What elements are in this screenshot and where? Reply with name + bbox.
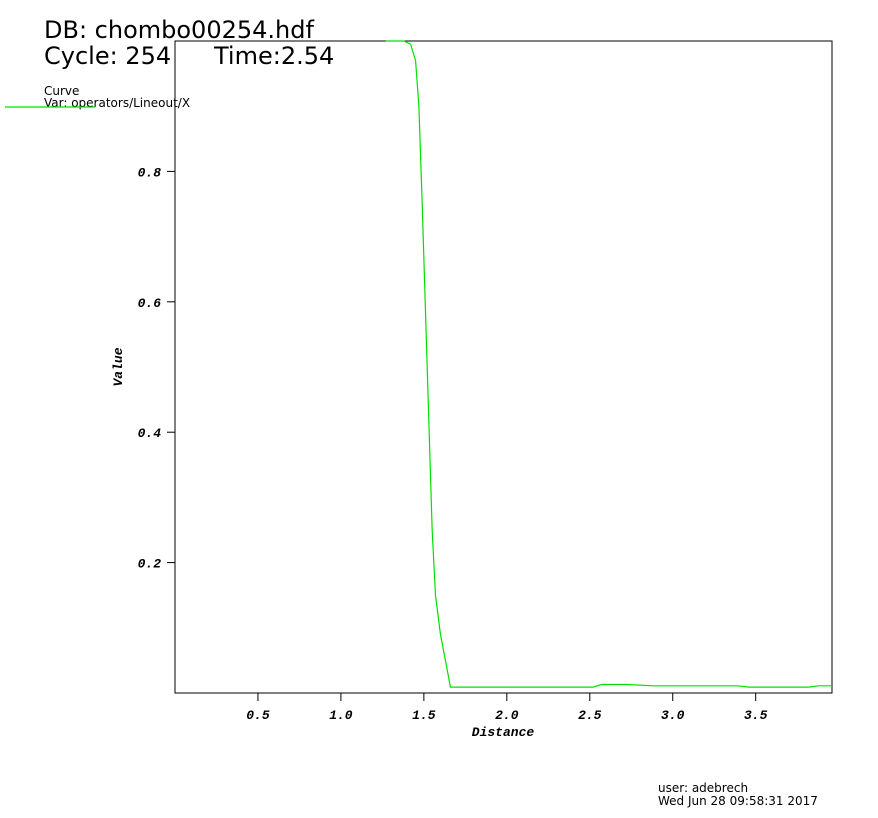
x-tick-label: 2.5 — [578, 708, 602, 723]
x-tick-label: 3.0 — [661, 708, 685, 723]
x-tick-label: 1.0 — [329, 708, 353, 723]
x-axis-title: Distance — [472, 725, 535, 740]
user-label: user: adebrech — [658, 781, 748, 795]
x-tick-label: 1.5 — [412, 708, 436, 723]
y-axis-title: Value — [111, 347, 126, 386]
x-tick-label: 0.5 — [246, 708, 270, 723]
legend-label: Var: operators/Lineout/X — [44, 96, 190, 110]
y-tick-label: 0.4 — [138, 426, 162, 441]
plot-frame — [174, 40, 833, 694]
y-tick-label: 0.8 — [138, 165, 162, 180]
date-label: Wed Jun 28 09:58:31 2017 — [658, 794, 818, 808]
data-line — [385, 40, 832, 688]
y-tick-label: 0.6 — [138, 296, 162, 311]
cycle-label: Cycle: 254 — [44, 42, 171, 70]
time-label: Time:2.54 — [213, 42, 334, 70]
x-tick-label: 3.5 — [744, 708, 768, 723]
chart-title: DB: chombo00254.hdf — [44, 16, 314, 44]
y-tick-label: 0.2 — [138, 557, 162, 572]
legend-title: Curve — [44, 84, 79, 98]
x-tick-label: 2.0 — [495, 708, 519, 723]
